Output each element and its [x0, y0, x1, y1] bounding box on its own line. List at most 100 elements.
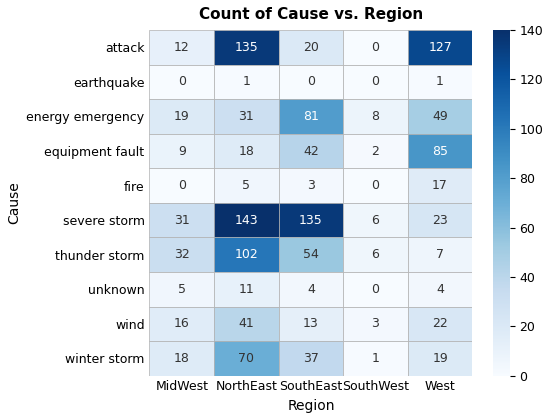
Bar: [279, 203, 343, 237]
Bar: [214, 237, 279, 272]
Bar: [279, 237, 343, 272]
Bar: [150, 203, 214, 237]
Bar: [150, 237, 214, 272]
Text: 17: 17: [432, 179, 448, 192]
Text: 19: 19: [432, 352, 448, 365]
Text: 127: 127: [428, 41, 452, 54]
Text: 7: 7: [436, 248, 444, 261]
Text: 6: 6: [371, 248, 380, 261]
Text: 0: 0: [178, 179, 186, 192]
Bar: [343, 307, 408, 341]
Bar: [214, 65, 279, 99]
Bar: [408, 65, 472, 99]
Text: 85: 85: [432, 144, 448, 158]
Text: 8: 8: [371, 110, 380, 123]
Text: 3: 3: [307, 179, 315, 192]
Bar: [408, 341, 472, 375]
Bar: [408, 99, 472, 134]
Bar: [150, 272, 214, 307]
Bar: [343, 341, 408, 375]
Bar: [343, 237, 408, 272]
Bar: [214, 307, 279, 341]
Bar: [279, 99, 343, 134]
Bar: [408, 134, 472, 168]
Text: 49: 49: [432, 110, 448, 123]
Text: 4: 4: [436, 283, 444, 296]
Text: 0: 0: [371, 283, 380, 296]
Bar: [343, 99, 408, 134]
Text: 16: 16: [174, 317, 190, 330]
Text: 0: 0: [371, 41, 380, 54]
Text: 19: 19: [174, 110, 190, 123]
Text: 37: 37: [303, 352, 319, 365]
Bar: [214, 134, 279, 168]
Text: 6: 6: [371, 214, 380, 227]
Text: 5: 5: [242, 179, 250, 192]
Bar: [343, 134, 408, 168]
Bar: [150, 99, 214, 134]
Bar: [150, 30, 214, 65]
Text: 22: 22: [432, 317, 448, 330]
Text: 54: 54: [303, 248, 319, 261]
Text: 1: 1: [242, 76, 250, 88]
Text: 13: 13: [303, 317, 319, 330]
Text: 42: 42: [303, 144, 319, 158]
Text: 18: 18: [174, 352, 190, 365]
Bar: [343, 168, 408, 203]
Bar: [408, 237, 472, 272]
Text: 31: 31: [239, 110, 254, 123]
Bar: [279, 65, 343, 99]
Text: 0: 0: [178, 76, 186, 88]
Bar: [214, 30, 279, 65]
Bar: [343, 65, 408, 99]
Text: 11: 11: [239, 283, 254, 296]
Text: 4: 4: [307, 283, 315, 296]
Text: 135: 135: [299, 214, 323, 227]
Text: 3: 3: [371, 317, 380, 330]
Bar: [150, 307, 214, 341]
X-axis label: Region: Region: [287, 399, 335, 413]
Bar: [408, 307, 472, 341]
Bar: [408, 203, 472, 237]
Bar: [214, 341, 279, 375]
Text: 1: 1: [436, 76, 444, 88]
Bar: [150, 341, 214, 375]
Bar: [150, 168, 214, 203]
Y-axis label: Cause: Cause: [7, 181, 21, 224]
Bar: [279, 134, 343, 168]
Bar: [150, 65, 214, 99]
Bar: [279, 272, 343, 307]
Text: 70: 70: [239, 352, 254, 365]
Text: 135: 135: [235, 41, 258, 54]
Bar: [343, 30, 408, 65]
Text: 5: 5: [178, 283, 186, 296]
Text: 18: 18: [239, 144, 254, 158]
Bar: [279, 341, 343, 375]
Bar: [408, 30, 472, 65]
Text: 143: 143: [235, 214, 258, 227]
Bar: [214, 99, 279, 134]
Text: 9: 9: [178, 144, 186, 158]
Text: 20: 20: [303, 41, 319, 54]
Text: 0: 0: [371, 76, 380, 88]
Bar: [150, 134, 214, 168]
Text: 23: 23: [432, 214, 448, 227]
Text: 102: 102: [235, 248, 258, 261]
Bar: [279, 168, 343, 203]
Title: Count of Cause vs. Region: Count of Cause vs. Region: [199, 7, 423, 22]
Bar: [279, 30, 343, 65]
Bar: [214, 168, 279, 203]
Bar: [408, 168, 472, 203]
Text: 81: 81: [303, 110, 319, 123]
Bar: [279, 307, 343, 341]
Bar: [343, 272, 408, 307]
Text: 0: 0: [371, 179, 380, 192]
Bar: [214, 272, 279, 307]
Text: 32: 32: [174, 248, 190, 261]
Text: 2: 2: [371, 144, 380, 158]
Bar: [214, 203, 279, 237]
Bar: [343, 203, 408, 237]
Text: 12: 12: [174, 41, 190, 54]
Text: 1: 1: [371, 352, 380, 365]
Text: 41: 41: [239, 317, 254, 330]
